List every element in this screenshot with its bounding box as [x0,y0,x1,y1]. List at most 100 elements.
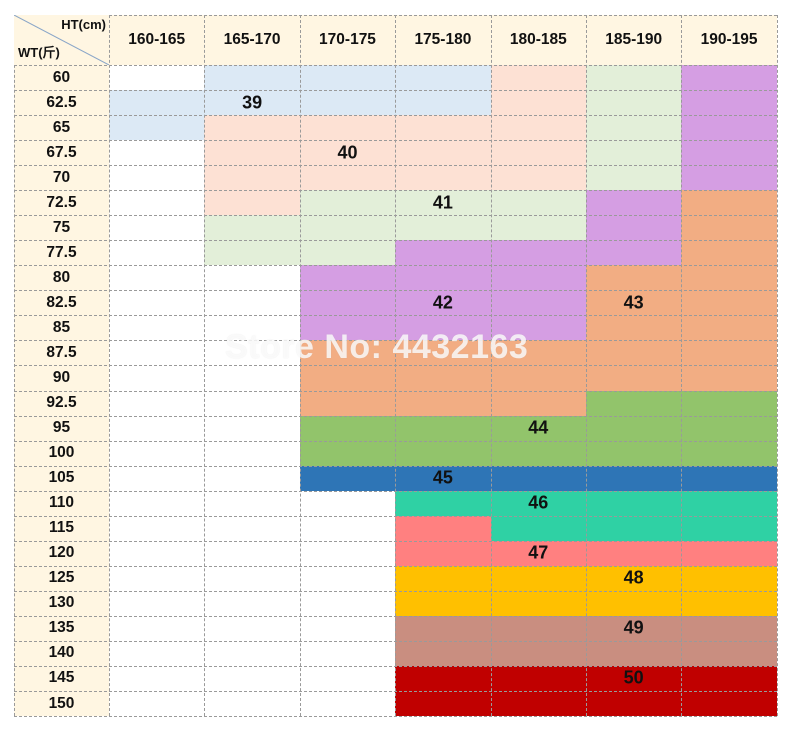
size-cell [299,265,396,291]
size-cell [586,590,682,616]
column-header-165-170: 165-170 [204,15,300,65]
size-cell [204,665,300,691]
size-cell [490,165,586,191]
column-header-185-190: 185-190 [586,15,682,65]
size-cell [586,90,682,116]
size-cell [681,515,777,541]
size-cell [204,215,300,241]
weight-axis-label: WT(斤) [18,45,60,60]
size-cell [395,640,491,666]
size-cell [299,140,396,166]
grid-line-vertical [109,15,110,717]
size-cell [299,190,396,216]
size-cell [490,490,586,516]
size-cell [395,265,491,291]
height-axis-label: HT(cm) [61,17,106,32]
size-cell [109,565,205,591]
size-label-41: 41 [432,192,453,213]
size-cell [395,115,491,141]
size-cell [586,565,682,591]
size-label-45: 45 [432,467,453,488]
size-cell [681,290,777,316]
size-cell [586,140,682,166]
size-cell [395,665,491,691]
size-cell [204,65,300,91]
size-cell [395,515,491,541]
size-cell [395,165,491,191]
corner-header-cell: HT(cm) WT(斤) [14,15,109,65]
size-label-50: 50 [623,667,644,688]
row-header-135: 135 [14,615,109,641]
row-header-92.5: 92.5 [14,390,109,416]
size-cell [681,640,777,666]
size-cell [299,90,396,116]
size-cell [109,440,205,466]
size-cell [109,640,205,666]
size-cell [681,90,777,116]
size-cell [204,640,300,666]
size-cell [490,640,586,666]
size-cell [490,65,586,91]
size-cell [681,665,777,691]
size-cell [681,115,777,141]
size-cell [586,465,682,491]
size-cell [586,190,682,216]
size-cell [204,415,300,441]
size-cell [299,691,396,717]
size-cell [204,590,300,616]
size-cell [490,265,586,291]
row-header-115: 115 [14,515,109,541]
row-header-145: 145 [14,665,109,691]
size-cell [299,565,396,591]
size-cell [299,465,396,491]
size-cell [490,691,586,717]
size-cell [204,440,300,466]
size-cell [299,390,396,416]
size-cell [395,290,491,316]
size-label-43: 43 [623,292,644,313]
size-cell [299,515,396,541]
grid-line-vertical [299,15,301,717]
size-cell [204,390,300,416]
row-header-67.5: 67.5 [14,140,109,166]
row-header-65: 65 [14,115,109,141]
row-header-120: 120 [14,540,109,566]
row-header-72.5: 72.5 [14,190,109,216]
size-cell [586,365,682,391]
size-cell [490,115,586,141]
size-cell [586,415,682,441]
size-cell [204,315,300,341]
grid-line-vertical [204,15,206,717]
size-cell [109,265,205,291]
row-header-125: 125 [14,565,109,591]
size-cell [586,490,682,516]
grid-line-vertical [490,15,492,717]
size-label-46: 46 [528,492,549,513]
grid-line-vertical [14,15,15,717]
size-cell [204,190,300,216]
size-cell [490,565,586,591]
size-cell [490,290,586,316]
row-header-95: 95 [14,415,109,441]
size-cell [395,140,491,166]
size-cell [204,165,300,191]
size-cell [299,290,396,316]
size-cell [204,240,300,266]
size-cell [109,90,205,116]
size-cell [395,215,491,241]
column-header-170-175: 170-175 [299,15,396,65]
size-cell [395,390,491,416]
row-header-87.5: 87.5 [14,340,109,366]
size-cell [490,540,586,566]
size-cell [204,615,300,641]
size-cell [204,365,300,391]
row-header-90: 90 [14,365,109,391]
size-cell [681,490,777,516]
size-cell [299,640,396,666]
size-cell [586,640,682,666]
size-cell [299,115,396,141]
size-cell [681,140,777,166]
size-cell [109,390,205,416]
size-cell [299,215,396,241]
size-cell [490,140,586,166]
